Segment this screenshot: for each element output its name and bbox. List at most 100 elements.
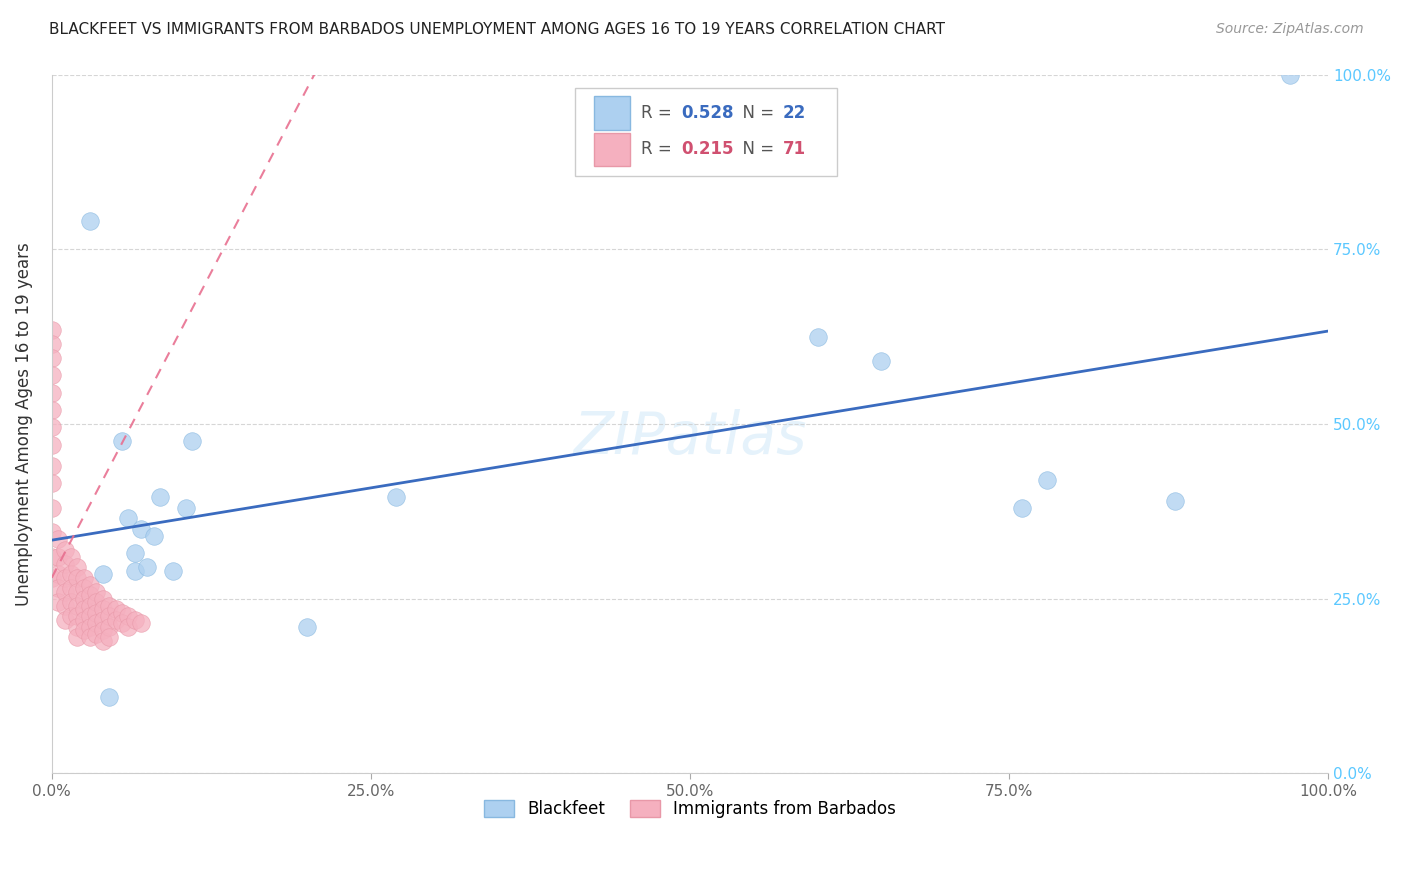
Point	[98, 690, 121, 704]
Point	[295, 620, 318, 634]
Point	[79, 578, 101, 592]
Point	[66, 599, 89, 613]
Text: R =: R =	[641, 140, 678, 158]
Point	[117, 620, 139, 634]
Point	[59, 595, 82, 609]
Point	[66, 584, 89, 599]
Point	[41, 549, 63, 564]
Point	[79, 599, 101, 613]
Point	[41, 458, 63, 473]
Point	[91, 613, 114, 627]
Point	[91, 602, 114, 616]
Text: 0.215: 0.215	[681, 140, 734, 158]
Point	[73, 591, 96, 606]
Point	[1278, 68, 1301, 82]
Point	[91, 591, 114, 606]
Point	[73, 571, 96, 585]
Text: R =: R =	[641, 104, 678, 122]
Point	[66, 560, 89, 574]
Point	[41, 438, 63, 452]
Point	[129, 616, 152, 631]
Point	[53, 542, 76, 557]
Point	[73, 602, 96, 616]
Text: N =: N =	[733, 104, 779, 122]
Point	[142, 529, 165, 543]
Point	[91, 567, 114, 582]
Point	[53, 613, 76, 627]
Point	[41, 368, 63, 382]
Point	[111, 606, 134, 620]
Point	[53, 599, 76, 613]
Point	[59, 549, 82, 564]
Point	[86, 606, 108, 620]
Point	[46, 549, 69, 564]
Point	[66, 630, 89, 644]
Point	[111, 616, 134, 631]
Point	[117, 609, 139, 624]
Point	[59, 581, 82, 595]
Point	[104, 613, 127, 627]
Point	[41, 385, 63, 400]
Point	[149, 491, 172, 505]
Text: 0.528: 0.528	[681, 104, 734, 122]
FancyBboxPatch shape	[575, 88, 837, 176]
Point	[124, 546, 146, 560]
Point	[46, 533, 69, 547]
Point	[86, 616, 108, 631]
Point	[181, 434, 204, 449]
Point	[73, 623, 96, 637]
Point	[66, 609, 89, 624]
Point	[124, 564, 146, 578]
Point	[41, 525, 63, 540]
Point	[41, 323, 63, 337]
Text: 71: 71	[783, 140, 806, 158]
Point	[41, 420, 63, 434]
Text: 22: 22	[783, 104, 807, 122]
Point	[53, 584, 76, 599]
Bar	[595, 133, 630, 166]
Point	[1036, 473, 1059, 487]
Point	[73, 581, 96, 595]
Point	[79, 588, 101, 602]
Legend: Blackfeet, Immigrants from Barbados: Blackfeet, Immigrants from Barbados	[477, 793, 903, 824]
Point	[129, 522, 152, 536]
Point	[53, 557, 76, 571]
Point	[46, 595, 69, 609]
Point	[162, 564, 184, 578]
Point	[41, 500, 63, 515]
Point	[46, 581, 69, 595]
Point	[86, 626, 108, 640]
Point	[41, 403, 63, 417]
Point	[1011, 500, 1033, 515]
Point	[136, 560, 159, 574]
Point	[79, 630, 101, 644]
Bar	[595, 96, 630, 129]
Point	[91, 623, 114, 637]
Point	[79, 214, 101, 228]
Point	[98, 620, 121, 634]
Point	[870, 354, 893, 368]
Point	[86, 584, 108, 599]
Point	[86, 595, 108, 609]
Point	[41, 336, 63, 351]
Point	[41, 571, 63, 585]
Y-axis label: Unemployment Among Ages 16 to 19 years: Unemployment Among Ages 16 to 19 years	[15, 242, 32, 606]
Point	[41, 476, 63, 491]
Point	[79, 609, 101, 624]
Point	[104, 602, 127, 616]
Text: Source: ZipAtlas.com: Source: ZipAtlas.com	[1216, 22, 1364, 37]
Point	[41, 351, 63, 365]
Text: ZIPatlas: ZIPatlas	[574, 409, 807, 467]
Point	[46, 567, 69, 582]
Point	[806, 329, 828, 343]
Point	[66, 571, 89, 585]
Text: N =: N =	[733, 140, 779, 158]
Point	[66, 620, 89, 634]
Point	[98, 599, 121, 613]
Point	[117, 511, 139, 525]
Point	[98, 630, 121, 644]
Point	[59, 567, 82, 582]
Point	[73, 613, 96, 627]
Point	[59, 609, 82, 624]
Text: BLACKFEET VS IMMIGRANTS FROM BARBADOS UNEMPLOYMENT AMONG AGES 16 TO 19 YEARS COR: BLACKFEET VS IMMIGRANTS FROM BARBADOS UN…	[49, 22, 945, 37]
